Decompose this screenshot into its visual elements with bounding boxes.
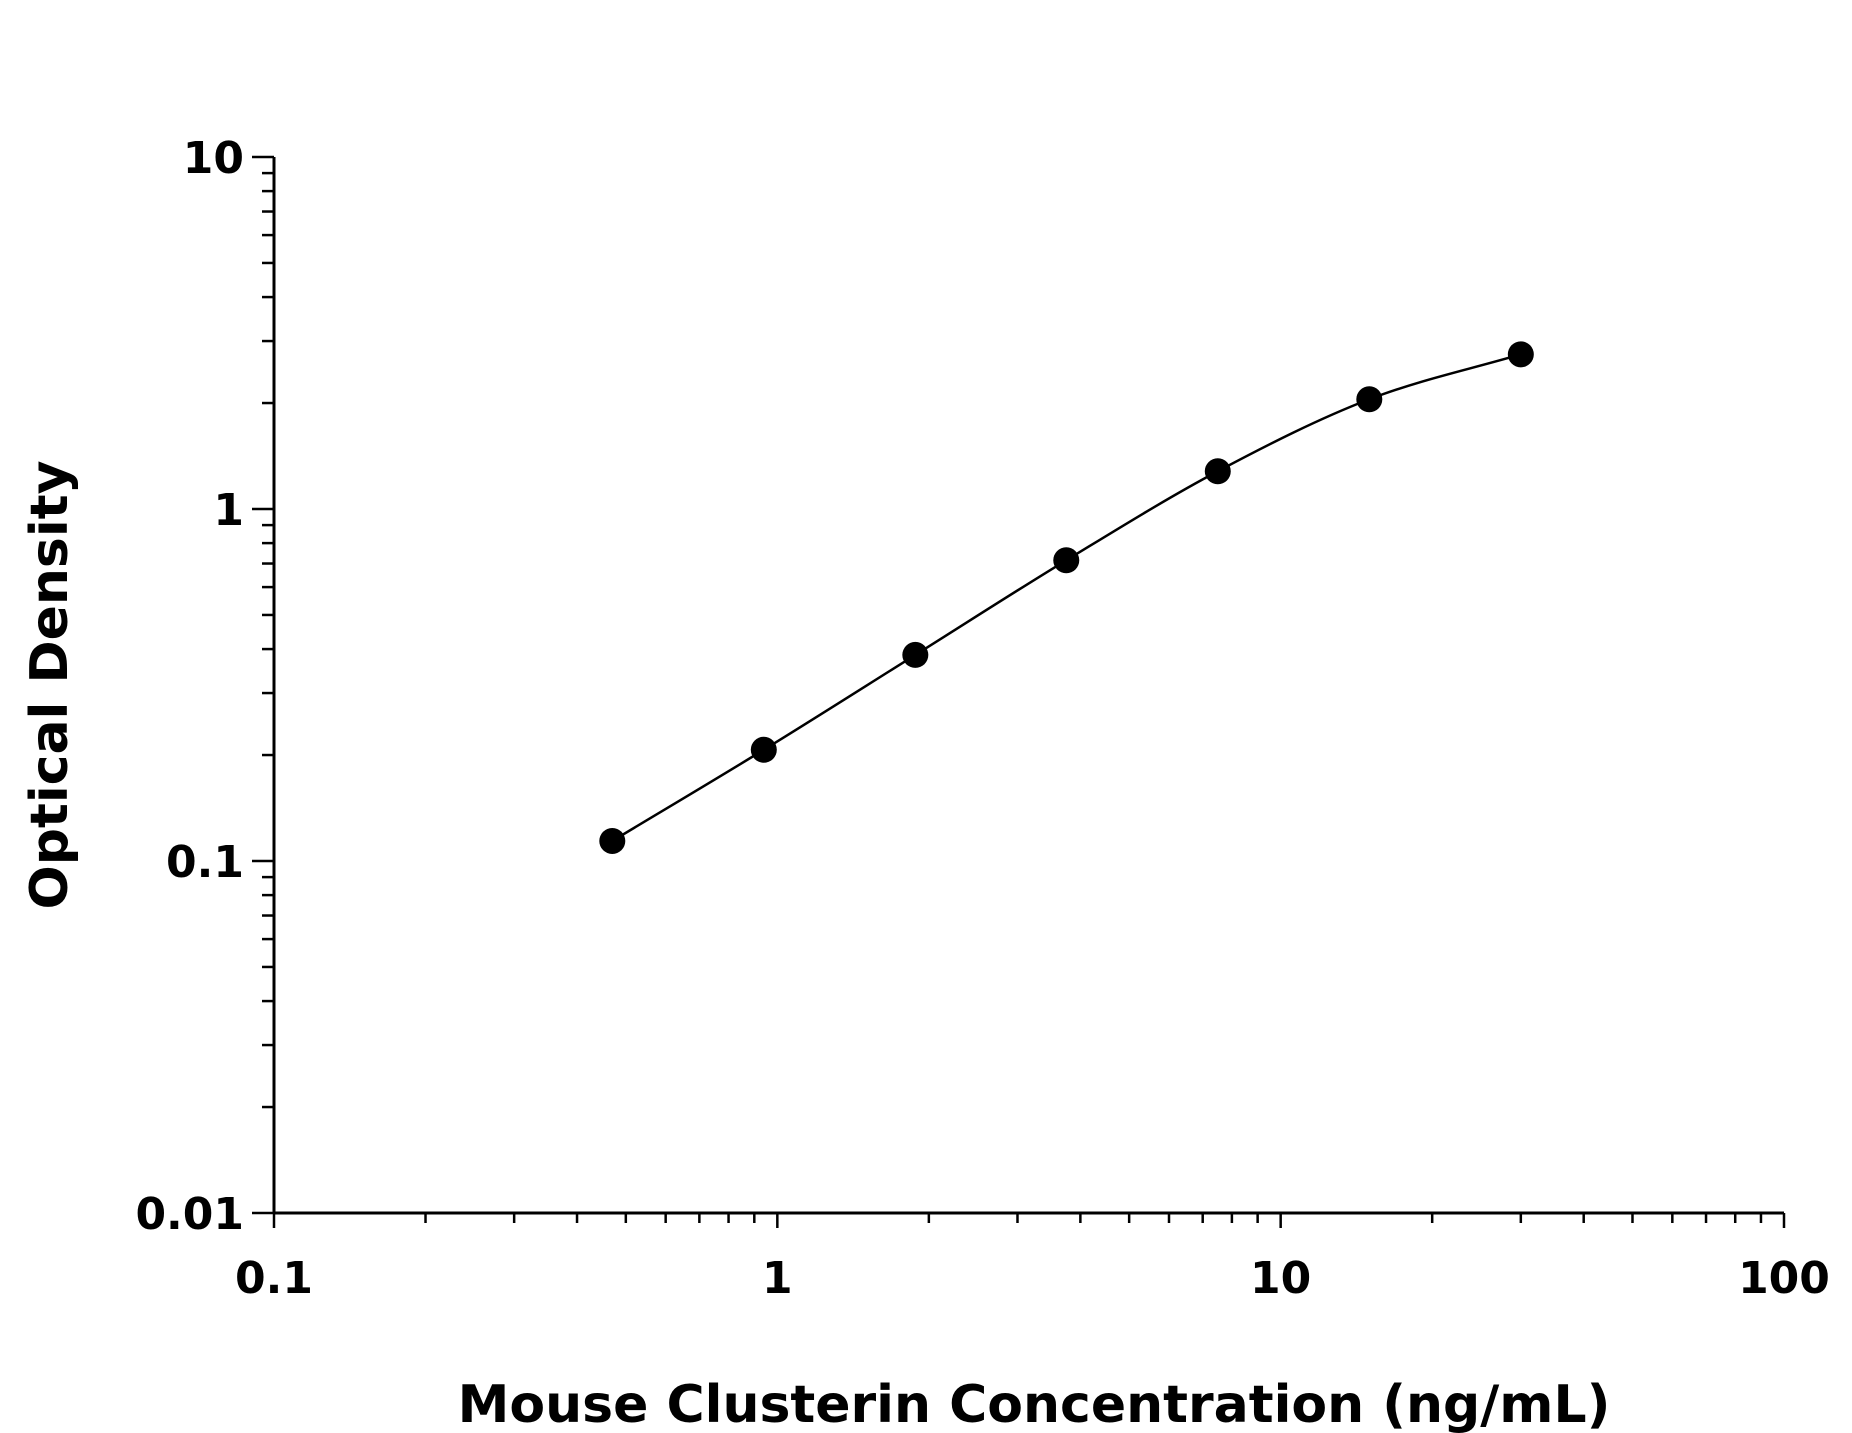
data-point bbox=[1507, 341, 1534, 368]
y-axis-ticks bbox=[252, 155, 274, 1215]
x-axis-title: Mouse Clusterin Concentration (ng/mL) bbox=[458, 1375, 1611, 1433]
x-tick-label: 100 bbox=[1738, 1253, 1830, 1304]
y-tick-label: 0.1 bbox=[166, 837, 244, 888]
data-point bbox=[902, 641, 929, 668]
y-tick-label: 0.01 bbox=[135, 1189, 244, 1240]
y-axis-tick-labels: 0.01 0.1 1 10 bbox=[135, 133, 244, 1240]
x-axis-ticks bbox=[272, 1213, 1786, 1228]
data-point bbox=[1053, 547, 1080, 574]
axes: 0.01 0.1 1 10 0.1 1 10 100 bbox=[135, 133, 1829, 1304]
data-point bbox=[750, 736, 777, 763]
y-tick-label: 1 bbox=[213, 485, 244, 536]
x-tick-label: 1 bbox=[762, 1253, 793, 1304]
x-tick-label: 10 bbox=[1250, 1253, 1311, 1304]
x-tick-label: 0.1 bbox=[235, 1253, 313, 1304]
y-tick-label: 10 bbox=[183, 133, 244, 184]
x-axis-tick-labels: 0.1 1 10 100 bbox=[235, 1253, 1830, 1304]
data-points bbox=[599, 341, 1534, 854]
fitted-curve bbox=[611, 353, 1522, 843]
data-point bbox=[1204, 458, 1231, 485]
data-point bbox=[1356, 386, 1383, 413]
y-axis-title: Optical Density bbox=[20, 461, 80, 910]
data-point bbox=[599, 827, 626, 854]
